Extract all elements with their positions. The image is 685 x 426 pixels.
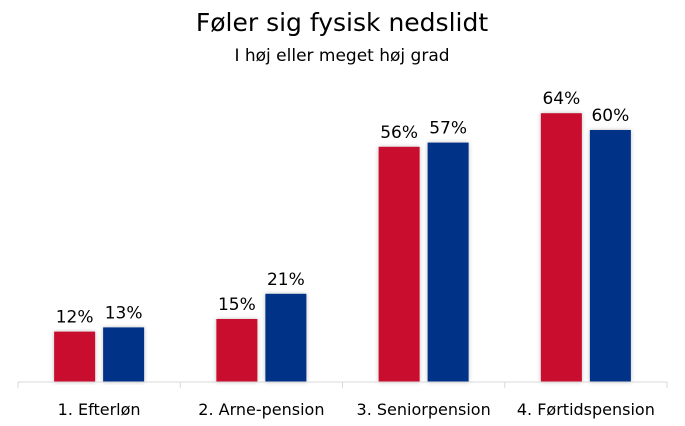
category-label-1: 1. Efterløn [58, 400, 141, 419]
data-label-1-4: 64% [542, 89, 580, 109]
bar-1-1 [54, 331, 96, 382]
bar-2-2 [265, 293, 307, 382]
x-axis-ticks [17, 382, 668, 388]
data-label-1-2: 15% [218, 295, 256, 315]
bar-2-1 [103, 327, 145, 382]
chart-title: Føler sig fysisk nedslidt [196, 8, 488, 37]
bars-group: 12% 13% 15% 21% 56% 57% 64% 60% [54, 89, 631, 382]
x-axis-labels: 1. Efterløn 2. Arne-pension 3. Seniorpensi… [58, 400, 655, 419]
bar-1-2 [216, 319, 258, 382]
bar-2-3 [427, 142, 469, 382]
data-label-2-4: 60% [591, 106, 629, 126]
data-label-2-2: 21% [267, 270, 305, 290]
data-label-1-1: 12% [56, 308, 94, 328]
chart-subtitle: I høj eller meget høj grad [234, 46, 449, 66]
data-label-2-3: 57% [429, 119, 467, 139]
bar-1-4 [540, 113, 582, 382]
category-label-2: 2. Arne-pension [198, 400, 324, 419]
category-label-4: 4. Førtidspension [517, 400, 655, 419]
bar-2-4 [589, 130, 631, 382]
bar-1-3 [378, 146, 420, 382]
data-label-1-3: 56% [380, 123, 418, 143]
category-label-3: 3. Seniorpension [357, 400, 491, 419]
data-label-2-1: 13% [105, 303, 143, 323]
